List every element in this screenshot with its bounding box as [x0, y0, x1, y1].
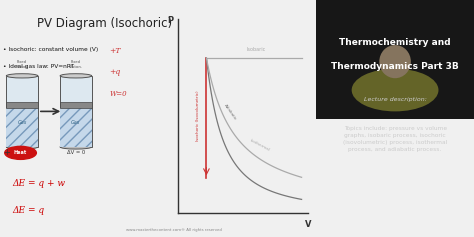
Text: Isothermal: Isothermal	[249, 138, 271, 152]
Ellipse shape	[60, 145, 91, 149]
Ellipse shape	[6, 74, 38, 78]
Bar	[60, 108, 91, 147]
Text: +: +	[3, 148, 10, 157]
Text: Thermodynamics Part 3B: Thermodynamics Part 3B	[331, 62, 459, 71]
Text: +q: +q	[109, 68, 120, 76]
Text: Isochoric (Isovolumetric): Isochoric (Isovolumetric)	[196, 91, 200, 141]
Text: +T: +T	[109, 47, 120, 55]
Text: PV Diagram (Isochoric): PV Diagram (Isochoric)	[37, 17, 172, 30]
Text: Heat: Heat	[14, 150, 27, 155]
Text: ΔE = q: ΔE = q	[13, 206, 45, 215]
Text: • Ideal gas law: PV=nRT: • Ideal gas law: PV=nRT	[3, 64, 74, 69]
Bar	[316, 0, 474, 118]
Text: ΔE = q + w: ΔE = q + w	[13, 179, 66, 188]
Bar	[6, 108, 38, 147]
Ellipse shape	[6, 145, 38, 149]
Bar	[316, 0, 474, 118]
Text: Gas: Gas	[71, 119, 81, 125]
Bar	[6, 76, 38, 147]
Bar	[60, 76, 91, 147]
Ellipse shape	[60, 74, 91, 78]
Ellipse shape	[352, 69, 438, 111]
Text: Lecture description:: Lecture description:	[364, 97, 427, 102]
Ellipse shape	[379, 45, 411, 78]
Ellipse shape	[5, 146, 36, 160]
Text: • Isochoric: constant volume (V): • Isochoric: constant volume (V)	[3, 47, 99, 52]
Text: V: V	[305, 220, 311, 229]
Text: W=0: W=0	[109, 90, 127, 98]
Text: ΔV = 0: ΔV = 0	[67, 150, 85, 155]
Text: Isobaric: Isobaric	[246, 47, 265, 52]
Text: Thermochemistry and: Thermochemistry and	[339, 38, 451, 47]
Text: Topics include: pressure vs volume
graphs, isobaric process, isochoric
(isovolum: Topics include: pressure vs volume graph…	[343, 126, 447, 152]
Text: Fixed
Piston: Fixed Piston	[16, 60, 28, 69]
Text: www.masterthecontent.com® All rights reserved: www.masterthecontent.com® All rights res…	[126, 228, 222, 232]
Bar	[60, 102, 91, 108]
Text: Adiabatic: Adiabatic	[223, 103, 237, 121]
Text: Fixed
Piston.: Fixed Piston.	[69, 60, 82, 69]
Text: Gas: Gas	[18, 119, 27, 125]
Bar	[6, 102, 38, 108]
Text: P: P	[167, 16, 173, 25]
